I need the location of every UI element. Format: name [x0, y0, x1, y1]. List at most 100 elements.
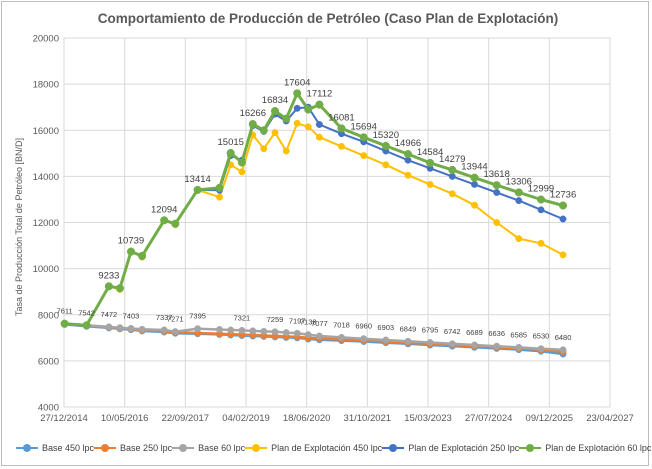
data-point	[403, 150, 413, 159]
data-point	[404, 171, 412, 179]
data-point	[227, 326, 235, 334]
data-label: 16266	[240, 108, 266, 119]
data-label: 7337	[156, 313, 173, 322]
x-tick-label: 09/12/2025	[526, 413, 574, 424]
y-tick-label: 14000	[33, 172, 59, 183]
data-point	[337, 124, 346, 133]
data-label: 14279	[439, 154, 465, 165]
data-point	[249, 327, 257, 335]
data-point	[304, 123, 312, 131]
legend-swatch	[245, 444, 268, 452]
data-label: 16834	[262, 95, 288, 106]
data-point	[515, 235, 523, 243]
data-point	[304, 105, 313, 114]
legend-item: Base 60 lpc	[172, 443, 245, 453]
data-point	[215, 183, 224, 192]
data-label: 7197	[289, 316, 306, 325]
legend-item: Plan de Explotación 250 lpc	[382, 443, 519, 453]
data-label: 7395	[189, 312, 206, 321]
data-point	[116, 324, 124, 332]
data-point	[536, 195, 546, 204]
data-point	[471, 201, 478, 209]
data-label: 7259	[267, 315, 284, 324]
x-tick-label: 15/03/2023	[404, 413, 452, 424]
data-point	[448, 340, 456, 348]
data-point	[493, 189, 501, 196]
plot-area-border	[63, 37, 611, 408]
data-label: 7077	[311, 319, 328, 328]
y-tick-label: 8000	[38, 310, 59, 321]
data-point	[216, 326, 223, 333]
data-point	[171, 328, 179, 336]
data-point	[471, 180, 478, 188]
legend-swatch	[172, 444, 195, 452]
data-point	[115, 284, 124, 293]
legend-swatch	[16, 444, 38, 452]
legend-label: Base 250 lpc	[120, 443, 173, 453]
data-label: 6585	[510, 330, 527, 339]
data-label: 14584	[417, 147, 443, 158]
chart-legend: Base 450 lpc Base 250 lpc Base 60 lpc Plan …	[16, 443, 651, 453]
data-point	[404, 337, 412, 345]
y-tick-label: 4000	[38, 403, 59, 414]
data-point	[171, 219, 180, 228]
data-point	[293, 119, 301, 127]
series-3	[61, 119, 567, 329]
x-tick-label: 27/12/2014	[40, 413, 88, 424]
data-label: 6849	[400, 324, 417, 333]
chart-title: Comportamiento de Producción de Petróleo…	[98, 11, 559, 26]
data-point	[293, 329, 301, 337]
legend-label: Plan de Explotación 250 lpc	[408, 443, 520, 453]
data-label: 7472	[101, 310, 118, 319]
data-point	[470, 173, 479, 182]
data-label: 6636	[488, 329, 505, 338]
data-point	[104, 282, 113, 291]
series-5	[60, 89, 568, 330]
data-point	[282, 147, 290, 155]
x-tick-label: 27/07/2024	[465, 413, 513, 424]
data-point	[260, 145, 268, 153]
data-point	[537, 345, 545, 353]
x-tick-label: 10/05/2016	[101, 413, 149, 424]
data-label: 13306	[506, 176, 532, 187]
data-label: 6689	[466, 328, 483, 337]
data-point	[216, 193, 223, 201]
data-point	[271, 129, 279, 137]
data-label: 12736	[550, 190, 576, 201]
y-tick-label: 16000	[33, 126, 59, 137]
data-point	[293, 89, 302, 98]
data-label: 7018	[333, 320, 350, 329]
legend-label: Plan de Explotación 60 lpc	[545, 443, 652, 453]
data-label: 7321	[234, 313, 251, 322]
data-point	[559, 346, 567, 354]
data-label: 6903	[377, 323, 394, 332]
data-point	[559, 251, 567, 259]
data-point	[338, 333, 345, 341]
data-point	[360, 152, 368, 160]
data-point	[226, 148, 235, 158]
data-point	[259, 126, 268, 135]
legend-item: Base 450 lpc	[16, 443, 94, 453]
data-point	[315, 100, 324, 109]
data-point	[304, 331, 312, 339]
data-point	[426, 339, 434, 346]
data-point	[248, 120, 257, 129]
data-point	[160, 216, 169, 225]
data-label: 17112	[307, 89, 333, 100]
data-point	[537, 239, 545, 247]
data-point	[315, 121, 323, 128]
data-label: 6795	[422, 326, 439, 335]
data-point	[359, 133, 368, 142]
data-label: 6960	[355, 322, 372, 331]
axis-layer: 4000 6000 8000 10000 12000 14000 16000 18000 200…	[33, 34, 634, 425]
data-label: 6530	[533, 332, 550, 341]
data-point	[282, 114, 291, 123]
data-point	[282, 329, 290, 337]
data-label: 15320	[373, 130, 399, 141]
data-label: 13944	[461, 162, 487, 173]
data-point	[471, 341, 478, 349]
data-point	[426, 158, 435, 167]
x-tick-label: 23/04/2027	[586, 413, 634, 424]
